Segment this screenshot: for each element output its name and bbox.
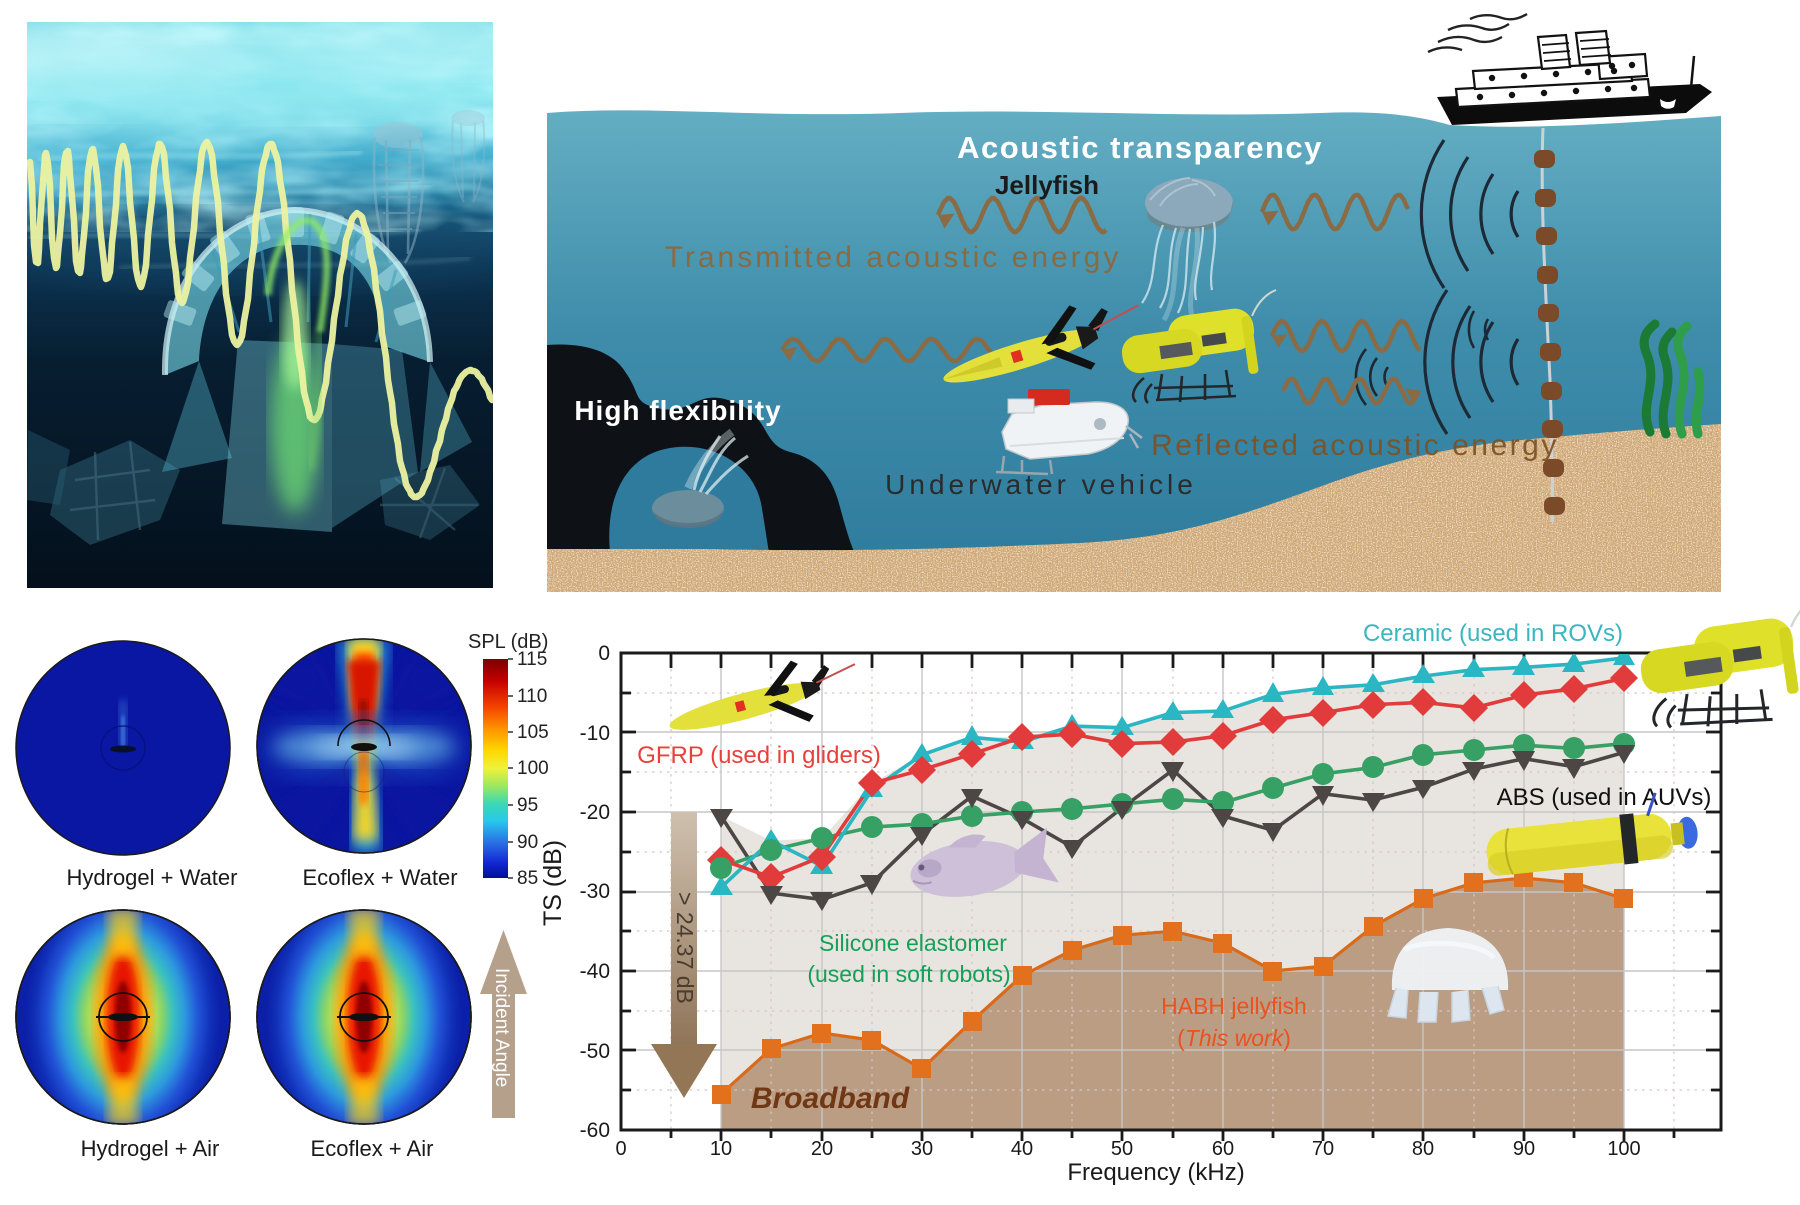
svg-text:30: 30 — [911, 1138, 933, 1160]
svg-text:Silicone elastomer: Silicone elastomer — [819, 930, 1007, 956]
svg-text:HABH jellyfish: HABH jellyfish — [1161, 993, 1307, 1019]
svg-text:Ceramic (used in ROVs): Ceramic (used in ROVs) — [1363, 620, 1623, 647]
svg-text:-20: -20 — [580, 801, 610, 824]
svg-text:-30: -30 — [580, 880, 610, 903]
svg-text:-40: -40 — [580, 960, 610, 983]
svg-text:(used in soft robots): (used in soft robots) — [807, 961, 1010, 987]
svg-text:85: 85 — [517, 868, 538, 889]
svg-text:TS (dB): TS (dB) — [539, 840, 567, 926]
svg-text:50: 50 — [1111, 1138, 1133, 1160]
svg-text:100: 100 — [517, 758, 549, 779]
svg-text:70: 70 — [1312, 1138, 1334, 1160]
svg-text:40: 40 — [1011, 1138, 1033, 1160]
svg-text:60: 60 — [1212, 1138, 1234, 1160]
svg-text:Ecoflex + Air: Ecoflex + Air — [311, 1136, 434, 1161]
svg-text:90: 90 — [517, 832, 538, 853]
svg-text:115: 115 — [517, 649, 547, 670]
svg-text:Reflected acoustic energy: Reflected acoustic energy — [1151, 429, 1559, 462]
svg-text:0: 0 — [615, 1138, 626, 1160]
svg-text:ABS (used in AUVs): ABS (used in AUVs) — [1497, 784, 1712, 811]
svg-text:Ecoflex + Water: Ecoflex + Water — [302, 865, 457, 890]
svg-text:Frequency (kHz): Frequency (kHz) — [1067, 1159, 1244, 1186]
svg-text:80: 80 — [1412, 1138, 1434, 1160]
svg-text:95: 95 — [517, 795, 538, 816]
svg-text:10: 10 — [710, 1138, 732, 1160]
svg-text:0: 0 — [598, 642, 610, 665]
svg-text:-50: -50 — [580, 1040, 610, 1063]
svg-text:-60: -60 — [580, 1119, 610, 1142]
svg-text:Acoustic transparency: Acoustic transparency — [957, 130, 1323, 165]
svg-text:High flexibility: High flexibility — [574, 395, 781, 426]
svg-text:GFRP (used in gliders): GFRP (used in gliders) — [637, 742, 881, 769]
svg-text:Hydrogel + Water: Hydrogel + Water — [67, 865, 238, 890]
svg-text:Hydrogel + Air: Hydrogel + Air — [81, 1136, 220, 1161]
svg-text:Incident Angle: Incident Angle — [491, 968, 512, 1087]
svg-text:Broadband: Broadband — [751, 1082, 910, 1115]
svg-text:110: 110 — [517, 686, 547, 707]
svg-text:(This work): (This work) — [1177, 1025, 1291, 1051]
svg-text:105: 105 — [517, 722, 549, 743]
svg-text:Underwater vehicle: Underwater vehicle — [885, 469, 1197, 500]
svg-text:90: 90 — [1513, 1138, 1535, 1160]
svg-text:20: 20 — [811, 1138, 833, 1160]
svg-text:-10: -10 — [580, 722, 610, 745]
svg-text:Jellyfish: Jellyfish — [995, 170, 1099, 200]
svg-text:SPL (dB): SPL (dB) — [468, 631, 548, 653]
svg-text:100: 100 — [1607, 1138, 1640, 1160]
svg-text:> 24.37 dB: > 24.37 dB — [672, 892, 698, 1004]
svg-text:Transmitted acoustic energy: Transmitted acoustic energy — [665, 241, 1122, 274]
